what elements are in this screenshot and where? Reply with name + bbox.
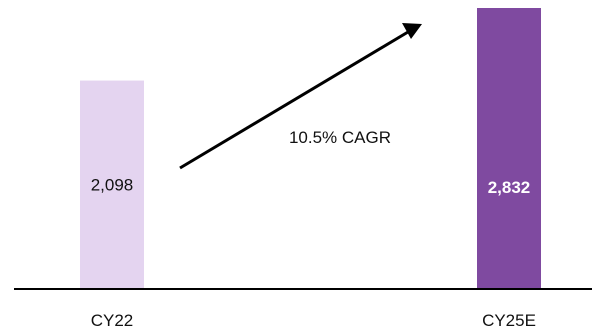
bar-cy22 xyxy=(80,80,144,288)
bars-group xyxy=(80,8,541,288)
bar-cy25e xyxy=(477,8,541,288)
x-tick-label-cy22: CY22 xyxy=(91,311,134,330)
arrow-line xyxy=(179,30,409,170)
x-tick-labels-group: CY22 CY25E xyxy=(91,311,536,330)
cagr-arrow xyxy=(179,23,422,170)
data-label-cy22: 2,098 xyxy=(91,176,134,195)
arrow-head-icon xyxy=(402,23,422,39)
x-tick-label-cy25e: CY25E xyxy=(482,311,536,330)
cagr-annotation: 10.5% CAGR xyxy=(289,128,391,147)
data-label-cy25e: 2,832 xyxy=(488,178,531,197)
data-labels-group: 2,098 2,832 xyxy=(91,176,531,197)
